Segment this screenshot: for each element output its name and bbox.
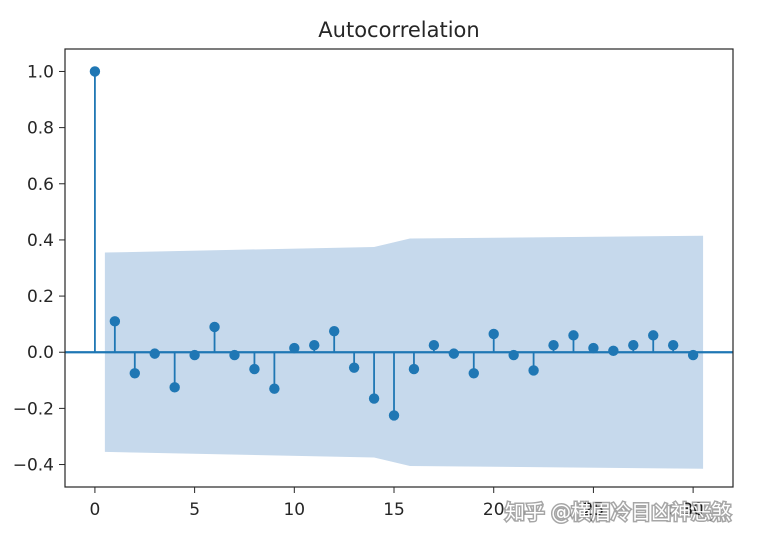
acf-point [249,363,260,375]
y-ticks: 1.0 0.8 0.6 0.4 0.2 0.0 −0.2 −0.4 [13,62,65,476]
acf-point [628,340,639,351]
watermark: 知乎 @横眉冷目凶神恶煞 [503,499,732,526]
acf-point [189,349,200,361]
acf-point [109,316,121,327]
acf-point [468,368,479,379]
x-tick-label: 5 [189,500,200,520]
x-tick-label: 30 [682,500,704,520]
y-tick-label: 0.0 [27,343,54,363]
watermark-text: 知乎 @横眉冷目凶神恶煞 [505,500,731,524]
acf-point [548,340,559,351]
acf-point [269,383,280,394]
x-tick-label: 0 [89,500,100,520]
acf-point [408,363,420,375]
acf-point [309,340,320,351]
acf-point [667,340,679,351]
acf-point [169,382,180,393]
y-tick-label: 0.6 [27,175,54,195]
x-tick-label: 25 [583,500,605,520]
x-tick-label: 20 [483,500,505,520]
acf-point [328,325,340,337]
acf-point [568,330,579,341]
acf-point [149,348,160,359]
acf-point [508,349,519,361]
acf-point [608,345,619,357]
marker-layer [89,66,699,421]
x-tick-label: 10 [283,500,305,520]
acf-point [428,340,440,351]
chart-title: Autocorrelation [318,18,479,42]
acf-point [129,368,140,379]
y-tick-label: 1.0 [27,62,54,82]
y-tick-label: −0.2 [13,399,54,419]
plot-frame [64,48,734,488]
y-tick-label: −0.4 [13,456,54,476]
stem-layer [94,71,695,416]
acf-point [229,349,240,361]
acf-point [687,349,699,361]
acf-point [488,328,499,340]
acf-point [209,321,220,333]
y-tick-label: 0.8 [27,119,54,139]
x-tick-label: 15 [383,500,405,520]
acf-point [89,66,101,77]
acf-point [648,330,659,341]
y-tick-label: 0.2 [27,287,54,307]
acf-point [588,342,599,354]
acf-point [528,365,539,376]
acf-point [348,362,360,373]
acf-point [289,342,300,354]
x-ticks: 0 5 10 15 20 25 30 [89,487,704,520]
acf-point [448,348,460,359]
y-tick-label: 0.4 [27,231,54,251]
acf-point [368,393,380,404]
acf-point [388,410,400,421]
